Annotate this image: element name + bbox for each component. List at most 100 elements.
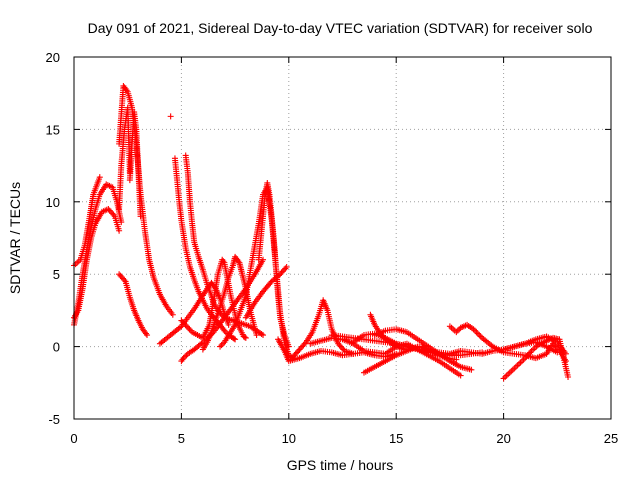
y-tick-label: -5 xyxy=(48,412,60,427)
data-point xyxy=(260,332,267,339)
y-tick-label: 10 xyxy=(46,195,60,210)
data-point xyxy=(185,324,192,331)
data-point xyxy=(336,342,343,349)
data-point xyxy=(220,258,227,265)
data-point xyxy=(500,375,507,382)
data-point xyxy=(291,352,298,359)
series-arc-17 xyxy=(242,263,290,321)
data-point xyxy=(283,263,290,270)
data-point xyxy=(137,213,144,220)
data-point xyxy=(511,365,518,372)
plot-frame xyxy=(73,56,612,420)
data-point xyxy=(232,336,239,343)
chart-title: Day 091 of 2021, Sidereal Day-to-day VTE… xyxy=(88,20,593,36)
data-point xyxy=(198,340,205,347)
y-tick-label: 5 xyxy=(53,267,60,282)
grid xyxy=(74,57,611,419)
data-point xyxy=(219,340,226,347)
data-point xyxy=(180,355,187,362)
data-point xyxy=(107,208,114,215)
data-point xyxy=(218,342,225,349)
data-point xyxy=(281,266,288,273)
series-arc-4 xyxy=(116,82,176,318)
data-point xyxy=(301,340,308,347)
x-tick-label: 15 xyxy=(389,431,403,446)
series-arc-5 xyxy=(116,104,133,213)
data-point xyxy=(414,343,421,350)
data-point xyxy=(519,358,526,365)
data-point xyxy=(118,274,125,281)
data-point xyxy=(508,368,515,375)
data-point xyxy=(502,374,509,381)
data-point xyxy=(565,374,572,381)
y-axis-label: SDTVAR / TECUs xyxy=(7,182,23,294)
y-tick-label: 20 xyxy=(46,50,60,65)
series-arc-13 xyxy=(199,253,260,353)
data-point xyxy=(505,371,512,378)
data-point xyxy=(119,275,126,282)
series-arc-12 xyxy=(178,256,249,341)
data-point xyxy=(554,349,561,356)
series-arc-24 xyxy=(360,343,421,376)
series-arc-16 xyxy=(255,179,292,350)
x-tick-label: 0 xyxy=(70,431,77,446)
data-point xyxy=(222,329,229,336)
series-arc-6 xyxy=(126,109,144,220)
data-point xyxy=(109,210,116,217)
data-point xyxy=(282,265,289,272)
data-point xyxy=(337,343,344,350)
data-point xyxy=(253,332,260,339)
data-point xyxy=(512,363,519,370)
data-point xyxy=(523,353,530,360)
data-point xyxy=(123,87,130,94)
data-point xyxy=(258,331,265,338)
data-point xyxy=(279,268,286,275)
data-point xyxy=(117,272,124,279)
data-point xyxy=(503,372,510,379)
data-point xyxy=(110,211,117,218)
data-point xyxy=(524,352,531,359)
x-axis-label: GPS time / hours xyxy=(287,457,394,473)
data-point xyxy=(142,330,149,337)
series-arc-25 xyxy=(371,326,475,373)
data-point xyxy=(527,349,534,356)
data-point xyxy=(292,350,299,357)
data-point xyxy=(340,346,347,353)
series-arc-8 xyxy=(167,113,174,120)
data-point xyxy=(96,174,103,181)
data-point xyxy=(187,327,194,334)
data-point xyxy=(241,334,248,341)
data-point xyxy=(167,113,174,120)
y-tick-label: 15 xyxy=(46,122,60,137)
data-point xyxy=(477,333,484,340)
data-point xyxy=(515,360,522,367)
data-point xyxy=(181,353,188,360)
data-point xyxy=(522,355,529,362)
data-point xyxy=(300,342,307,349)
data-point xyxy=(295,347,302,354)
data-point xyxy=(116,271,123,278)
data-point xyxy=(217,343,224,350)
data-point xyxy=(225,321,232,328)
x-tick-label: 25 xyxy=(604,431,618,446)
data-point xyxy=(169,311,176,318)
data-point xyxy=(183,352,190,359)
data-point xyxy=(509,366,516,373)
data-point xyxy=(476,332,483,339)
x-tick-label: 20 xyxy=(496,431,510,446)
y-tick-label: 0 xyxy=(53,340,60,355)
data-point xyxy=(105,206,112,213)
data-point xyxy=(221,327,228,334)
data-point xyxy=(454,327,461,334)
data-point xyxy=(299,343,306,350)
data-point xyxy=(285,343,292,350)
data-point xyxy=(551,342,558,349)
data-point xyxy=(267,279,274,286)
data-point xyxy=(525,350,532,357)
data-point xyxy=(520,356,527,363)
series-arc-3 xyxy=(71,181,125,328)
data-point xyxy=(277,271,284,278)
x-tick-label: 5 xyxy=(178,431,185,446)
series-arc-14 xyxy=(156,279,232,347)
